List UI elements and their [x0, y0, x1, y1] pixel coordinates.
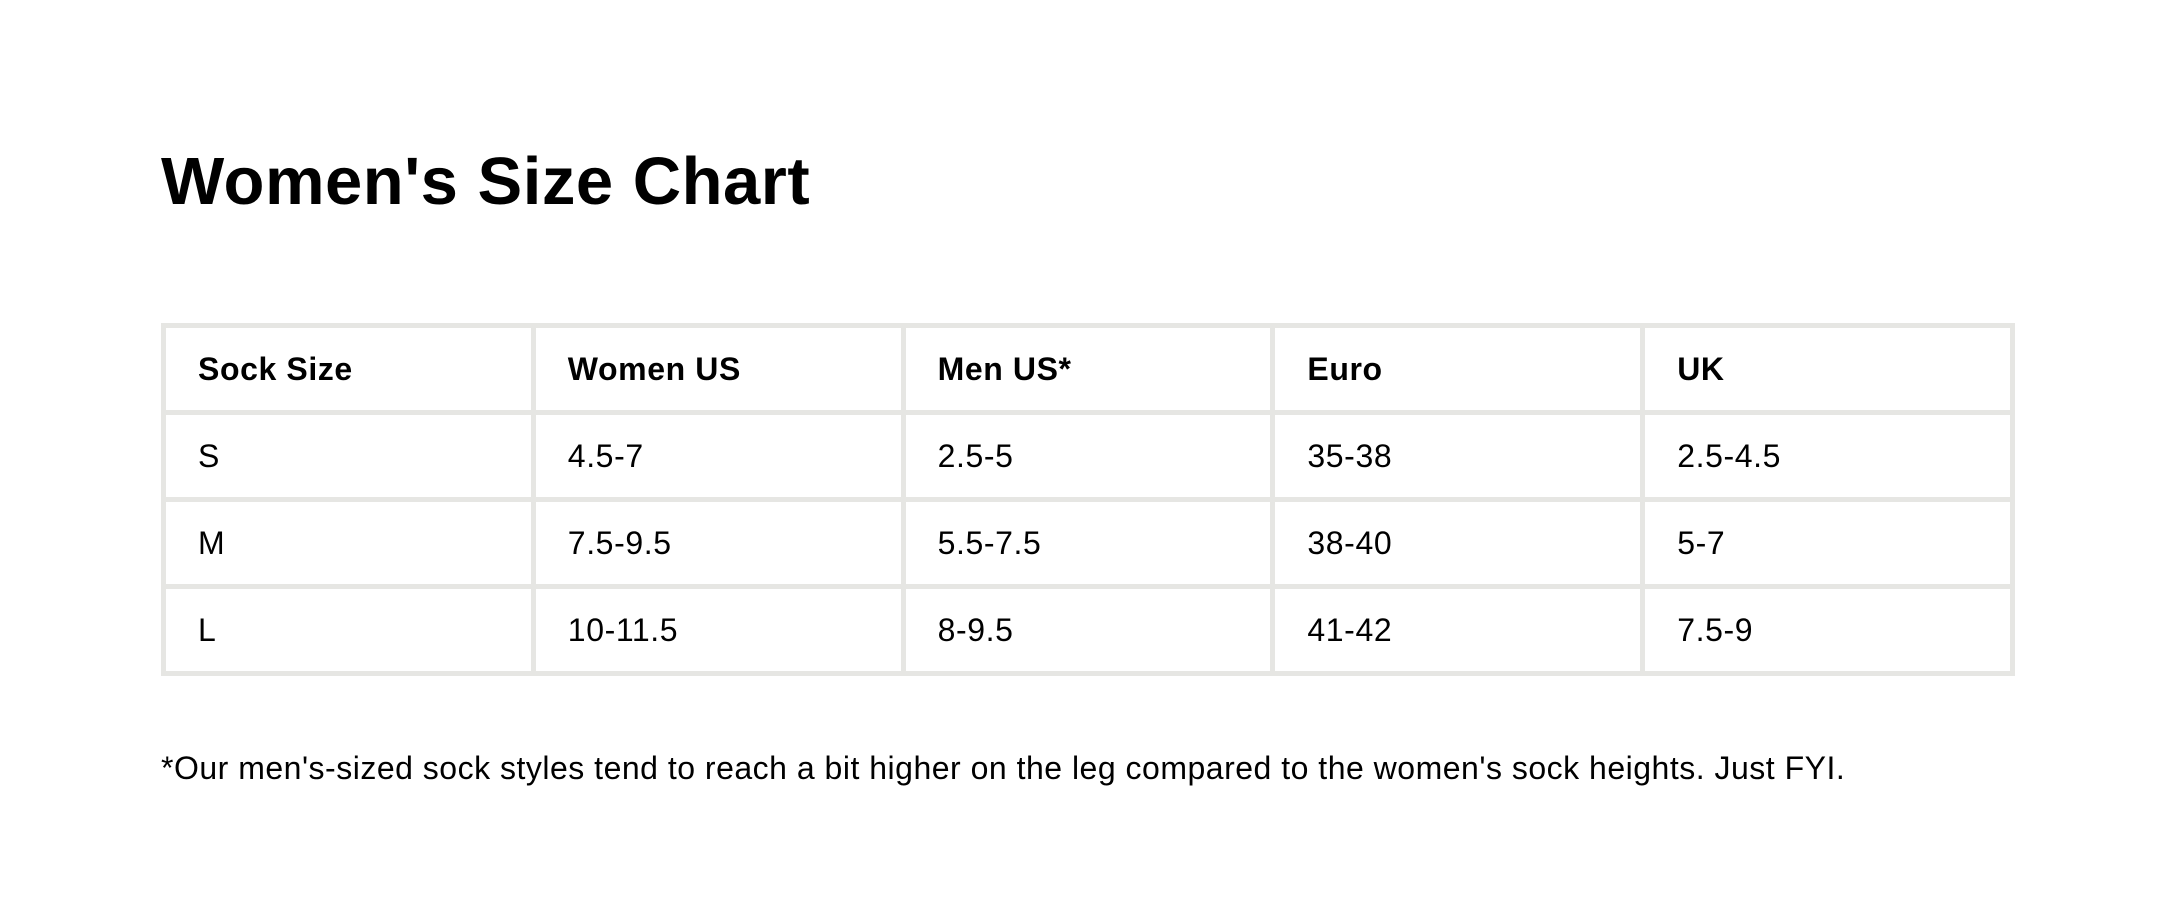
cell-men-us: 8-9.5	[900, 584, 1276, 676]
page-title: Women's Size Chart	[161, 144, 811, 219]
cell-women-us: 4.5-7	[530, 410, 906, 502]
cell-euro: 35-38	[1270, 410, 1646, 502]
cell-women-us: 10-11.5	[530, 584, 906, 676]
header-euro: Euro	[1270, 323, 1646, 415]
table-row: M 7.5-9.5 5.5-7.5 38-40 5-7	[161, 497, 2015, 589]
header-sock-size: Sock Size	[161, 323, 536, 415]
cell-euro: 41-42	[1270, 584, 1646, 676]
cell-sock-size: L	[161, 584, 536, 676]
header-uk: UK	[1640, 323, 2015, 415]
cell-uk: 7.5-9	[1640, 584, 2015, 676]
cell-men-us: 5.5-7.5	[900, 497, 1276, 589]
cell-sock-size: M	[161, 497, 536, 589]
table-row: L 10-11.5 8-9.5 41-42 7.5-9	[161, 584, 2015, 676]
size-chart-body: S 4.5-7 2.5-5 35-38 2.5-4.5 M 7.5-9.5 5.…	[161, 410, 2015, 676]
cell-uk: 2.5-4.5	[1640, 410, 2015, 502]
cell-men-us: 2.5-5	[900, 410, 1276, 502]
header-row: Sock Size Women US Men US* Euro UK	[161, 323, 2015, 415]
table-row: S 4.5-7 2.5-5 35-38 2.5-4.5	[161, 410, 2015, 502]
size-chart-header: Sock Size Women US Men US* Euro UK	[161, 323, 2015, 415]
cell-uk: 5-7	[1640, 497, 2015, 589]
cell-women-us: 7.5-9.5	[530, 497, 906, 589]
header-men-us: Men US*	[900, 323, 1276, 415]
header-women-us: Women US	[530, 323, 906, 415]
size-chart-table: Sock Size Women US Men US* Euro UK S 4.5…	[161, 323, 2015, 676]
cell-euro: 38-40	[1270, 497, 1646, 589]
cell-sock-size: S	[161, 410, 536, 502]
footnote: *Our men's-sized sock styles tend to rea…	[161, 750, 1846, 786]
